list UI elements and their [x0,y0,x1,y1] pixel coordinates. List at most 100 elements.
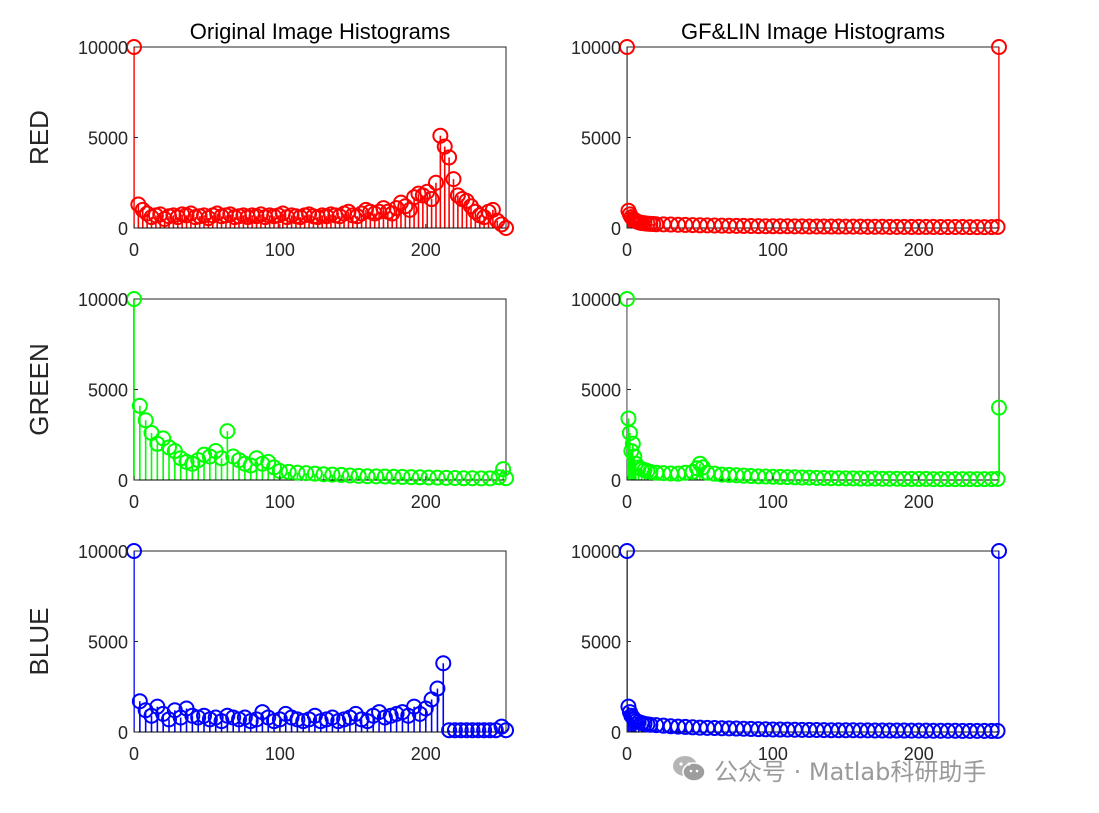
x-tick-label: 0 [622,240,632,260]
y-tick-label: 0 [611,723,621,743]
stem-marker [280,463,297,480]
stem-marker [432,127,449,144]
stem-marker [385,468,402,485]
stem-marker [429,680,446,697]
row-label: BLUE [24,608,54,676]
stem-marker [436,138,453,155]
y-tick-label: 0 [118,219,128,239]
x-tick-label: 100 [758,240,788,260]
axes-original-red: 0 100 200 0 5000 10000 Original Image Histogra… [24,19,514,260]
stem-marker [498,722,514,739]
stem-marker [498,470,514,487]
stem-marker [498,220,514,236]
x-tick-label: 100 [265,744,295,764]
x-tick-label: 200 [904,744,934,764]
panel-title: Original Image Histograms [190,19,450,44]
watermark-text: 公众号 · Matlab科研助手 [714,757,987,786]
stem-marker [989,470,1006,487]
stem-marker [481,722,498,739]
stem-marker [438,469,455,486]
stem-marker [464,470,481,487]
x-tick-label: 200 [411,492,441,512]
wechat-icon [673,756,706,782]
y-tick-label: 10000 [571,542,621,562]
stem-marker [414,187,431,204]
y-tick-label: 10000 [78,290,128,310]
stem-marker [376,468,393,485]
stem-marker [137,412,154,429]
axes-gflin-red: 0 100 200 0 5000 10000 GF&LIN Image Histograms [571,19,1007,260]
stem-marker [473,470,490,487]
stem-marker [359,468,376,485]
stem-marker [441,149,458,166]
stem-marker [983,722,1000,739]
stem-marker [455,470,472,487]
y-tick-label: 5000 [581,129,621,149]
x-tick-label: 200 [904,492,934,512]
x-tick-label: 100 [758,492,788,512]
stem-marker [213,450,230,467]
stem-marker [411,469,428,486]
stem-marker [983,219,1000,236]
stem-marker [429,469,446,486]
axes-original-blue: 0 100 200 0 5000 10000 BLUE [24,542,514,764]
stem-marker [626,448,643,465]
axes-gflin-green: 0 100 200 0 5000 10000 [571,290,1007,512]
stem-marker [350,467,367,484]
axes-box [133,550,507,733]
stem-marker [991,543,1007,559]
y-tick-label: 5000 [581,381,621,401]
stem-marker [446,470,463,487]
row-label: GREEN [24,343,54,435]
stem-marker [289,464,306,481]
y-tick-label: 10000 [571,290,621,310]
stem-marker [126,291,142,307]
stem-marker [406,189,423,206]
stem-marker [368,468,385,485]
stem-marker [621,424,638,441]
y-tick-label: 5000 [88,129,128,149]
row-label: RED [24,110,54,165]
x-tick-label: 0 [622,492,632,512]
y-tick-label: 0 [611,219,621,239]
x-tick-label: 200 [411,744,441,764]
stem-marker [464,722,481,739]
stem-marker [403,469,420,486]
stem-marker [341,467,358,484]
stem-marker [989,218,1006,235]
y-tick-label: 10000 [571,38,621,58]
stem-marker [452,722,469,739]
stem-marker [423,191,440,208]
stem-marker [306,465,323,482]
stem-marker [298,465,315,482]
x-tick-label: 100 [265,240,295,260]
stem-marker [126,39,142,55]
stem-marker [624,435,641,452]
stem-marker [989,722,1006,739]
stem-marker [333,466,350,483]
stem-marker [131,397,148,414]
y-tick-label: 0 [118,471,128,491]
axes-box [133,298,507,481]
axes-box [626,46,1000,229]
stem-marker [983,471,1000,488]
stem-marker [490,469,507,486]
axes-box [133,46,507,229]
axes-box [626,550,1000,733]
y-tick-label: 5000 [581,633,621,653]
y-tick-label: 5000 [88,381,128,401]
stem-marker [619,39,635,55]
stem-marker [420,469,437,486]
stem-marker [619,543,635,559]
stem-marker [476,722,493,739]
x-tick-label: 0 [129,240,139,260]
x-tick-label: 100 [758,744,788,764]
stem-marker [470,722,487,739]
stem-marker [458,722,475,739]
y-tick-label: 0 [611,471,621,491]
stem-marker [435,655,452,672]
stem-marker [394,468,411,485]
stem-marker [427,174,444,191]
stem-marker [493,718,510,735]
